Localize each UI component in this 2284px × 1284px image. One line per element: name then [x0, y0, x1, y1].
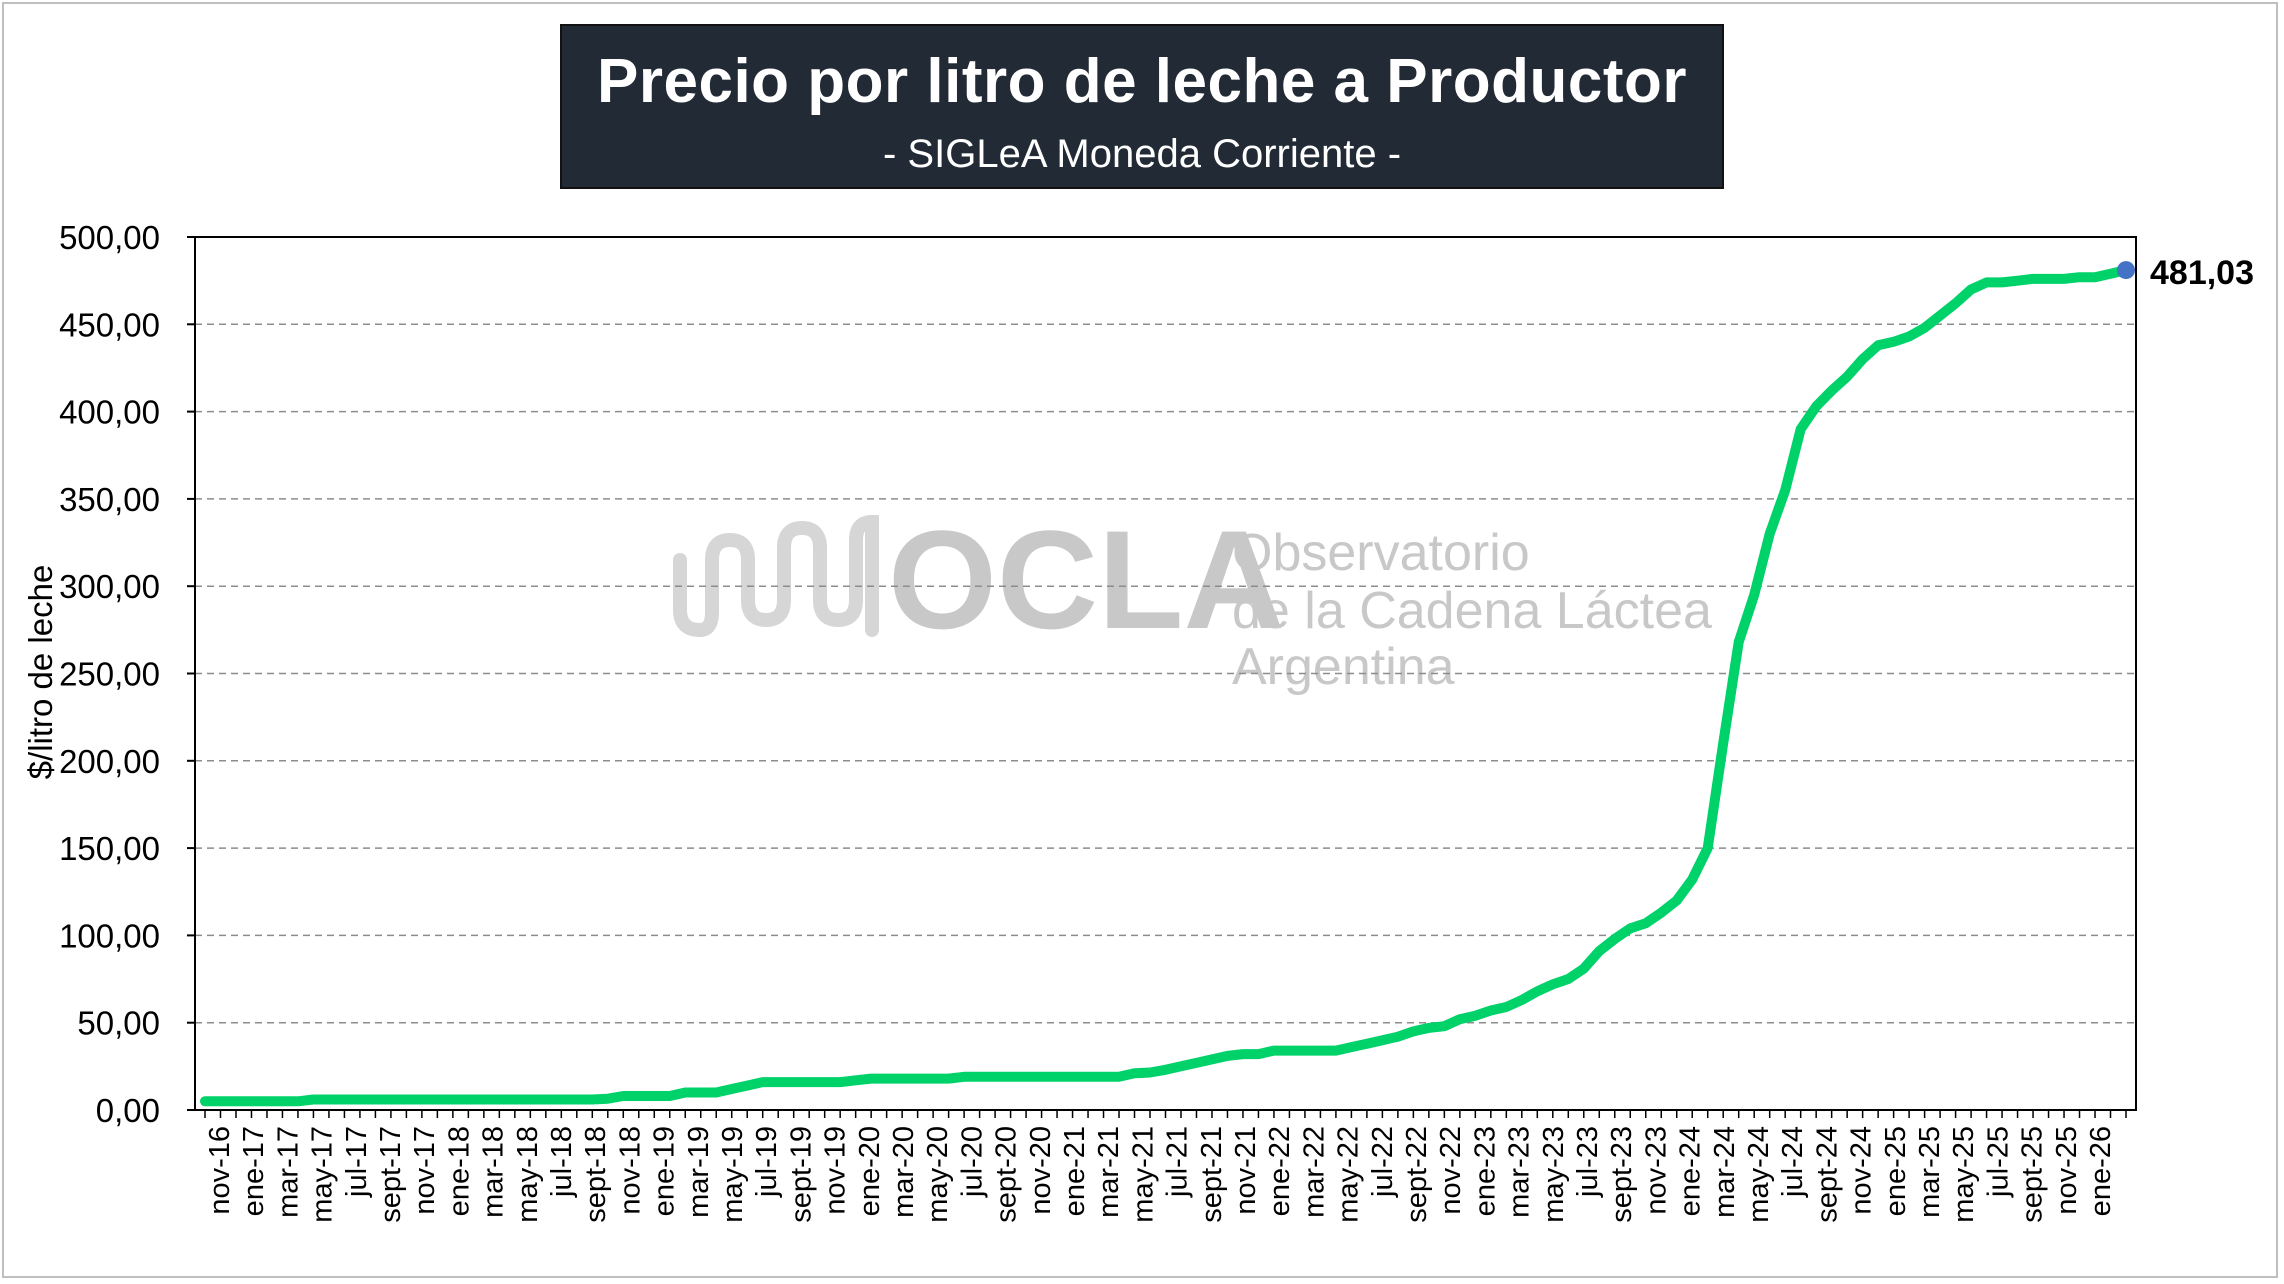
- end-point-marker: [2117, 261, 2135, 280]
- y-axis-ticks: 0,00 50,00 100,00 150,00 200,00 250,00 300,00 3…: [59, 219, 195, 1129]
- watermark-brand: OCLA: [888, 501, 1285, 658]
- x-tick-label: ene-23: [1469, 1126, 1501, 1216]
- x-tick-label: mar-21: [1093, 1126, 1125, 1218]
- x-tick-label: jul-17: [341, 1126, 373, 1198]
- chart-subtitle: - SIGLeA Moneda Corriente -: [882, 132, 1402, 176]
- x-tick-label: may-18: [512, 1126, 544, 1223]
- x-tick-label: may-22: [1333, 1126, 1365, 1223]
- watermark-wave-icon: [673, 514, 879, 638]
- x-tick-label: jul-19: [751, 1126, 783, 1198]
- y-tick-label: 400,00: [59, 394, 160, 431]
- x-tick-label: sept-25: [2017, 1126, 2049, 1223]
- x-tick-label: mar-24: [1709, 1126, 1741, 1218]
- x-tick-label: nov-25: [2051, 1126, 2083, 1215]
- x-tick-label: sept-21: [1196, 1126, 1228, 1223]
- x-tick-label: nov-20: [1025, 1126, 1057, 1215]
- x-tick-label: jul-21: [1162, 1126, 1194, 1198]
- x-tick-label: may-17: [307, 1126, 339, 1223]
- title-box: Precio por litro de leche a Productor - …: [560, 24, 1724, 189]
- x-tick-label: nov-24: [1846, 1126, 1878, 1215]
- x-tick-label: jul-22: [1367, 1126, 1399, 1198]
- x-tick-label: ene-24: [1675, 1126, 1707, 1216]
- x-tick-label: nov-17: [409, 1126, 441, 1215]
- y-tick-label: 0,00: [96, 1092, 160, 1129]
- x-axis-ticks: nov-16 ene-17 mar-17 may-17 jul-17 sept-17 nov…: [204, 1110, 2127, 1223]
- x-tick-label: sept-22: [1401, 1126, 1433, 1223]
- y-tick-label: 350,00: [59, 481, 160, 518]
- y-tick-label: 450,00: [59, 306, 160, 343]
- watermark-line2: de la Cadena Láctea: [1232, 582, 1712, 640]
- x-tick-label: mar-19: [683, 1126, 715, 1218]
- watermark-line3: Argentina: [1232, 638, 1455, 696]
- x-tick-label: nov-19: [820, 1126, 852, 1215]
- x-tick-label: nov-16: [204, 1126, 236, 1215]
- x-tick-label: jul-25: [1982, 1126, 2014, 1198]
- x-tick-label: nov-23: [1640, 1126, 1672, 1215]
- grid-lines: [195, 323, 2136, 1024]
- y-tick-label: 100,00: [59, 917, 160, 954]
- x-tick-label: ene-19: [649, 1126, 681, 1216]
- x-tick-label: jul-23: [1572, 1126, 1604, 1198]
- series-line-precio: [200, 265, 2131, 1107]
- end-value-label: 481,03: [2150, 254, 2254, 292]
- x-tick-label: may-23: [1538, 1126, 1570, 1223]
- x-tick-label: jul-18: [546, 1126, 578, 1198]
- chart-title: Precio por litro de leche a Productor: [597, 47, 1687, 116]
- x-tick-label: sept-17: [375, 1126, 407, 1223]
- x-tick-label: mar-25: [1914, 1126, 1946, 1218]
- y-tick-label: 150,00: [59, 830, 160, 867]
- y-tick-label: 200,00: [59, 743, 160, 780]
- x-tick-label: sept-19: [785, 1126, 817, 1223]
- x-tick-label: sept-23: [1606, 1126, 1638, 1223]
- x-tick-label: sept-24: [1811, 1126, 1843, 1223]
- x-tick-label: may-25: [1948, 1126, 1980, 1223]
- watermark-line1: Observatorio: [1232, 524, 1530, 582]
- x-tick-label: may-19: [717, 1126, 749, 1223]
- x-tick-label: jul-24: [1777, 1126, 1809, 1198]
- watermark: OCLA Observatorio de la Cadena Láctea Ar…: [673, 501, 1712, 696]
- x-tick-label: ene-22: [1264, 1126, 1296, 1216]
- x-tick-label: nov-21: [1230, 1126, 1262, 1215]
- y-tick-label: 50,00: [77, 1005, 160, 1042]
- x-tick-label: ene-26: [2085, 1126, 2117, 1216]
- x-tick-label: mar-22: [1298, 1126, 1330, 1218]
- x-tick-label: ene-20: [854, 1126, 886, 1216]
- x-tick-label: mar-20: [888, 1126, 920, 1218]
- y-tick-label: 500,00: [59, 219, 160, 256]
- x-tick-label: nov-22: [1435, 1126, 1467, 1215]
- x-tick-label: may-20: [922, 1126, 954, 1223]
- x-tick-label: jul-20: [956, 1126, 988, 1198]
- x-tick-label: mar-17: [272, 1126, 304, 1218]
- y-axis-title: $/litro de leche: [22, 565, 59, 780]
- x-tick-label: ene-25: [1880, 1126, 1912, 1216]
- x-tick-label: ene-21: [1059, 1126, 1091, 1216]
- y-tick-label: 300,00: [59, 568, 160, 605]
- x-tick-label: sept-20: [991, 1126, 1023, 1223]
- x-tick-label: sept-18: [580, 1126, 612, 1223]
- x-tick-label: may-24: [1743, 1126, 1775, 1223]
- x-tick-label: ene-18: [443, 1126, 475, 1216]
- x-tick-label: ene-17: [238, 1126, 270, 1216]
- x-tick-label: mar-23: [1504, 1126, 1536, 1218]
- x-tick-label: nov-18: [614, 1126, 646, 1215]
- y-tick-label: 250,00: [59, 656, 160, 693]
- x-tick-label: mar-18: [478, 1126, 510, 1218]
- x-tick-label: may-21: [1127, 1126, 1159, 1223]
